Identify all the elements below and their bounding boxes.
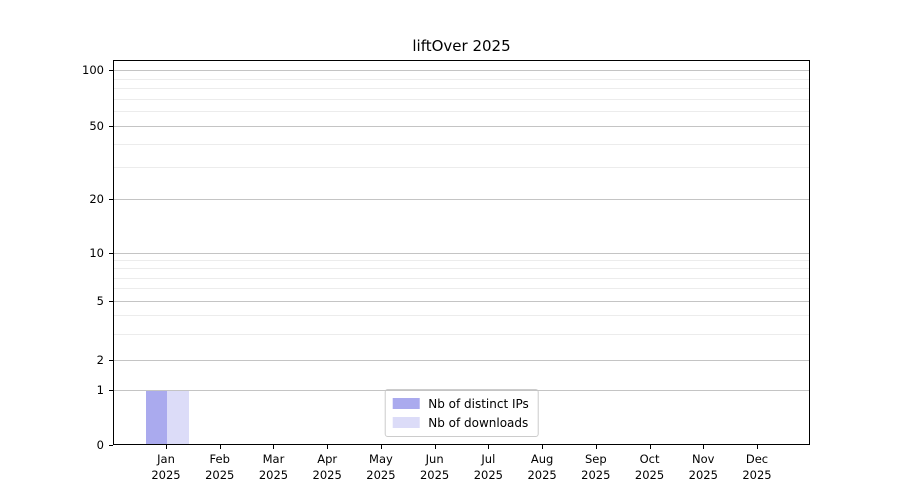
major-gridline — [114, 253, 809, 254]
y-tick-mark — [109, 390, 113, 391]
y-tick-label: 50 — [89, 119, 104, 133]
major-gridline — [114, 199, 809, 200]
y-tick-label: 5 — [96, 294, 104, 308]
x-tick-mark — [219, 445, 221, 449]
y-tick-mark — [109, 445, 113, 446]
plot-area: Nb of distinct IPs Nb of downloads — [113, 60, 810, 445]
x-tick-label: Mar 2025 — [258, 452, 289, 482]
y-tick-mark — [109, 360, 113, 361]
x-tick-mark — [273, 445, 275, 449]
x-tick-label: Jun 2025 — [419, 452, 450, 482]
y-tick-label: 100 — [82, 63, 104, 77]
minor-gridline — [114, 78, 809, 80]
x-tick-mark — [703, 445, 705, 449]
y-tick-mark — [109, 253, 113, 254]
bar-jan-nb-of-distinct-ips — [145, 391, 167, 444]
legend-swatch — [392, 417, 420, 428]
x-tick-label: Aug 2025 — [527, 452, 557, 482]
minor-gridline — [114, 98, 809, 100]
major-gridline — [114, 390, 809, 391]
x-tick-label: Nov 2025 — [688, 452, 718, 482]
legend-row: Nb of downloads — [392, 413, 529, 432]
y-tick-mark — [109, 70, 113, 71]
x-tick-mark — [488, 445, 490, 449]
minor-gridline — [114, 333, 809, 335]
x-tick-mark — [649, 445, 651, 449]
minor-gridline — [114, 288, 809, 290]
major-gridline — [114, 70, 809, 71]
legend-swatch — [392, 398, 420, 409]
major-gridline — [114, 301, 809, 302]
x-tick-mark — [166, 445, 167, 449]
x-tick-mark — [327, 445, 329, 449]
minor-gridline — [114, 166, 809, 168]
x-tick-mark — [756, 445, 758, 449]
legend-label: Nb of distinct IPs — [428, 396, 529, 411]
x-tick-label: Feb 2025 — [205, 452, 235, 482]
y-tick-mark — [109, 126, 113, 127]
y-tick-label: 2 — [96, 353, 104, 367]
major-gridline — [114, 360, 809, 361]
x-tick-mark — [380, 445, 382, 449]
y-tick-label: 0 — [96, 438, 104, 452]
x-tick-mark — [434, 445, 436, 449]
x-tick-mark — [595, 445, 597, 449]
minor-gridline — [114, 260, 809, 262]
legend: Nb of distinct IPs Nb of downloads — [384, 389, 539, 437]
x-tick-label: Apr 2025 — [312, 452, 342, 482]
minor-gridline — [114, 111, 809, 113]
chart-title: liftOver 2025 — [412, 37, 511, 55]
y-tick-mark — [109, 199, 113, 200]
y-tick-label: 20 — [89, 192, 104, 206]
minor-gridline — [114, 143, 809, 145]
x-tick-label: Sep 2025 — [581, 452, 611, 482]
x-tick-label: May 2025 — [366, 452, 396, 482]
x-tick-mark — [542, 445, 544, 449]
y-tick-mark — [109, 301, 113, 302]
legend-label: Nb of downloads — [428, 415, 529, 430]
minor-gridline — [114, 268, 809, 270]
bar-jan-nb-of-downloads — [167, 391, 189, 444]
legend-row: Nb of distinct IPs — [392, 394, 529, 413]
minor-gridline — [114, 277, 809, 279]
major-gridline — [114, 126, 809, 127]
x-tick-label: Jan 2025 — [151, 452, 181, 482]
minor-gridline — [114, 88, 809, 90]
x-tick-label: Oct 2025 — [634, 452, 665, 482]
y-tick-label: 1 — [96, 383, 104, 397]
x-tick-label: Dec 2025 — [742, 452, 772, 482]
y-tick-label: 10 — [89, 246, 104, 260]
minor-gridline — [114, 315, 809, 317]
x-tick-label: Jul 2025 — [473, 452, 503, 482]
